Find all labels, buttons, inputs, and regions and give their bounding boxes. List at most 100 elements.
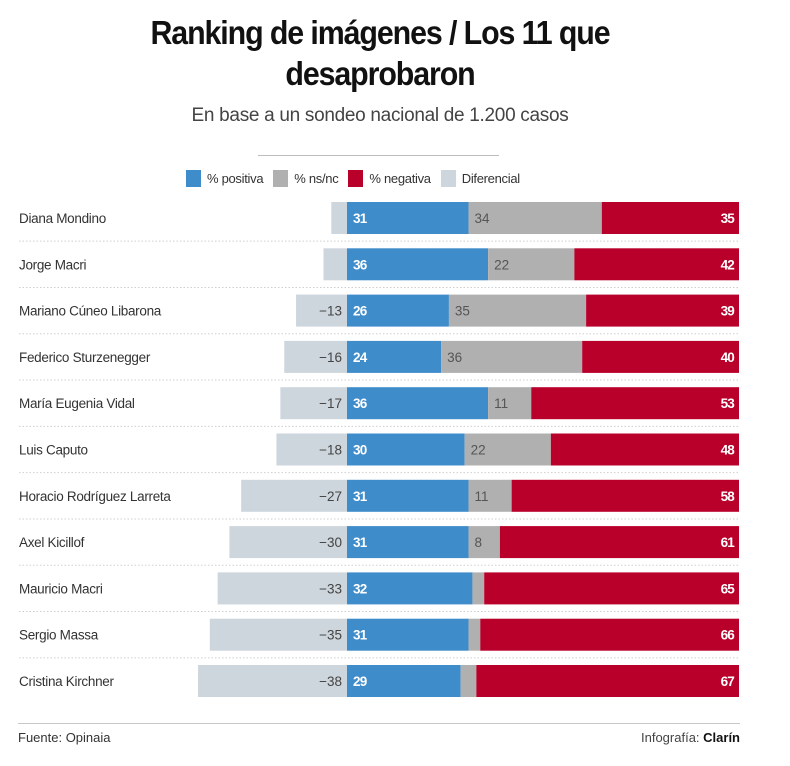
value-label-nsnc: 8 — [475, 535, 483, 550]
bar-nsnc — [460, 665, 477, 697]
bar-positiva — [347, 618, 469, 651]
bar-diferencial — [198, 665, 347, 697]
value-label-nsnc: 36 — [447, 350, 462, 365]
value-label-negativa: 39 — [721, 304, 735, 319]
bar-diferencial — [209, 618, 347, 651]
bar-negativa — [582, 340, 739, 373]
title-separator — [258, 155, 499, 156]
value-label-diferencial: −13 — [319, 304, 342, 319]
value-label-positiva: 32 — [353, 581, 367, 596]
legend-item-positiva: % positiva — [186, 169, 264, 187]
credit-note: Infografía: Clarín — [641, 730, 740, 745]
legend: % positiva % ns/nc % negativa Diferencia… — [186, 169, 530, 187]
value-label-negativa: 53 — [721, 396, 736, 411]
legend-label-diferencial: Diferencial — [461, 170, 520, 186]
bar-negativa — [586, 294, 739, 327]
row-label: Cristina Kirchner — [19, 674, 114, 689]
legend-item-negativa: % negativa — [348, 169, 431, 187]
legend-swatch-nsnc — [273, 169, 289, 187]
bar-positiva — [347, 248, 489, 281]
bar-positiva — [347, 387, 489, 420]
value-label-nsnc: 35 — [455, 304, 470, 319]
bar-negativa — [484, 572, 739, 605]
row-label: Mauricio Macri — [19, 581, 103, 596]
value-label-negativa: 67 — [721, 674, 735, 689]
legend-label-positiva: % positiva — [207, 170, 264, 186]
value-label-diferencial: −17 — [319, 396, 342, 411]
value-label-negativa: 61 — [721, 535, 736, 550]
value-label-positiva: 36 — [353, 257, 368, 272]
value-label-positiva: 26 — [353, 304, 368, 319]
value-label-positiva: 29 — [353, 674, 367, 689]
value-label-diferencial: −35 — [319, 628, 342, 643]
stacked-bar-chart: Diana Mondino 31 34 35 Jorge Macri 36 22 42 Mari… — [19, 202, 739, 697]
row-label: Axel Kicillof — [19, 535, 85, 550]
row-label: María Eugenia Vidal — [19, 396, 135, 411]
value-label-diferencial: −38 — [319, 674, 342, 689]
value-label-positiva: 31 — [353, 211, 368, 226]
legend-label-nsnc: % ns/nc — [294, 170, 339, 186]
legend-label-negativa: % negativa — [369, 170, 431, 186]
bar-negativa — [499, 526, 739, 559]
bar-positiva — [347, 665, 461, 697]
row-label: Horacio Rodríguez Larreta — [19, 489, 171, 504]
value-label-positiva: 24 — [353, 350, 368, 365]
row-label: Federico Sturzenegger — [19, 350, 151, 365]
bar-diferencial — [323, 248, 347, 281]
bar-nsnc — [464, 433, 551, 466]
value-label-nsnc: 22 — [471, 443, 486, 458]
bar-negativa — [511, 479, 739, 512]
bar-diferencial — [276, 433, 347, 466]
value-label-positiva: 31 — [353, 489, 368, 504]
value-label-negativa: 66 — [721, 628, 736, 643]
value-label-negativa: 35 — [721, 211, 736, 226]
bar-positiva — [347, 294, 449, 327]
bar-nsnc — [468, 618, 481, 651]
value-label-diferencial: −27 — [319, 489, 342, 504]
bar-diferencial — [296, 294, 347, 327]
bar-diferencial — [241, 479, 347, 512]
chart-title: Ranking de imágenes / Los 11 que desapro… — [30, 12, 729, 94]
row-label: Jorge Macri — [19, 257, 87, 272]
value-label-negativa: 58 — [721, 489, 736, 504]
bar-positiva — [347, 572, 473, 605]
bar-diferencial — [284, 340, 347, 373]
value-label-negativa: 40 — [721, 350, 735, 365]
legend-swatch-positiva — [186, 169, 201, 187]
value-label-nsnc: 34 — [475, 211, 491, 226]
legend-item-nsnc: % ns/nc — [273, 169, 339, 187]
value-label-negativa: 42 — [721, 257, 735, 272]
bar-diferencial — [331, 202, 347, 234]
bar-diferencial — [229, 526, 347, 559]
bar-negativa — [531, 387, 739, 420]
bar-nsnc — [468, 202, 602, 234]
bar-positiva — [347, 433, 465, 466]
bar-negativa — [601, 202, 739, 234]
value-label-diferencial: −30 — [319, 535, 342, 550]
footer-separator — [18, 723, 740, 724]
row-label: Diana Mondino — [19, 211, 106, 226]
bar-diferencial — [280, 387, 347, 420]
value-label-positiva: 31 — [353, 628, 368, 643]
bar-negativa — [574, 248, 739, 281]
legend-swatch-negativa — [348, 169, 364, 187]
bar-nsnc — [468, 479, 512, 512]
bar-nsnc — [448, 294, 587, 327]
value-label-diferencial: −18 — [319, 443, 342, 458]
bar-nsnc — [488, 248, 575, 281]
value-label-diferencial: −16 — [319, 350, 342, 365]
bar-negativa — [480, 618, 739, 651]
value-label-nsnc: 11 — [475, 489, 489, 504]
bar-nsnc — [488, 387, 532, 420]
bar-nsnc — [468, 526, 500, 559]
chart-title-line2: desaprobaron — [285, 55, 475, 92]
bar-positiva — [347, 202, 469, 234]
bar-positiva — [347, 526, 469, 559]
value-label-negativa: 65 — [721, 581, 736, 596]
value-label-positiva: 36 — [353, 396, 368, 411]
bar-negativa — [550, 433, 739, 466]
chart-subtitle: En base a un sondeo nacional de 1.200 ca… — [191, 105, 569, 126]
bar-positiva — [347, 340, 442, 373]
row-label: Mariano Cúneo Libarona — [19, 304, 162, 319]
legend-item-diferencial: Diferencial — [440, 169, 520, 187]
